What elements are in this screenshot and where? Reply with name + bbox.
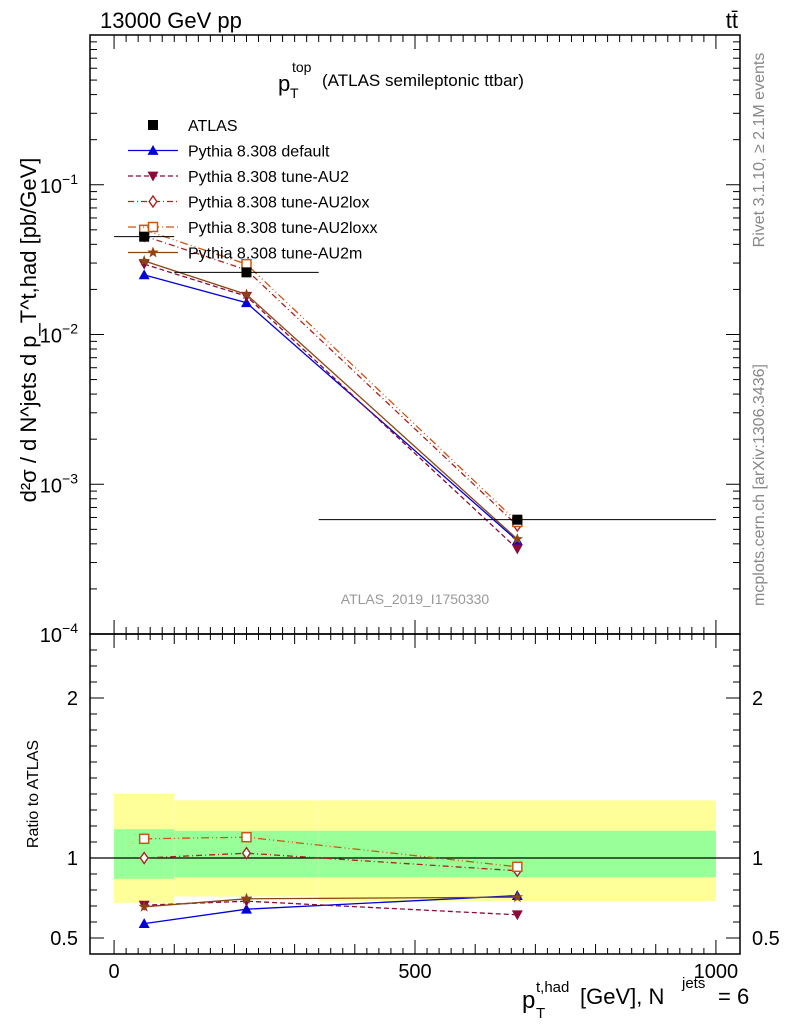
ratio-xtick-label-2: 1000 bbox=[694, 961, 739, 983]
ratio-point-2-0 bbox=[139, 851, 149, 865]
ratio-point-4-2 bbox=[511, 891, 523, 903]
series-1 bbox=[138, 259, 523, 555]
analysis-watermark: ATLAS_2019_I1750330 bbox=[341, 591, 490, 607]
main-ytick-label-2: 10−3 bbox=[40, 470, 78, 497]
data-point-2 bbox=[512, 514, 523, 525]
xlabel-sub: T bbox=[536, 1005, 545, 1022]
legend-marker-2 bbox=[147, 171, 159, 182]
main-ylabel-text: d²σ / d N^jets d p_T^t,had [pb/GeV] bbox=[16, 158, 41, 503]
plot-title: p bbox=[278, 71, 290, 96]
series-point-0-1 bbox=[240, 297, 252, 308]
legend-entry-0: ATLAS bbox=[148, 118, 238, 135]
ratio-point-4-1 bbox=[240, 892, 253, 904]
data-series bbox=[114, 231, 716, 525]
legend-label-4: Pythia 8.308 tune-AU2loxx bbox=[188, 220, 377, 237]
ratio-frame bbox=[89, 633, 741, 955]
ytick-mantissa: 10 bbox=[40, 475, 62, 497]
ratio-ytick-label-left-2: 2 bbox=[67, 688, 78, 710]
legend-entry-1: Pythia 8.308 default bbox=[128, 144, 330, 161]
main-panel: p T top (ATLAS semileptonic ttbar) d²σ /… bbox=[16, 34, 741, 647]
ytick-exponent: −3 bbox=[62, 470, 78, 486]
series-line-1 bbox=[143, 263, 518, 550]
ytick-exponent: −2 bbox=[62, 321, 78, 337]
ytick-mantissa: 10 bbox=[40, 326, 62, 348]
ratio-point-3-2 bbox=[512, 861, 523, 873]
ratio-ytick-label-left-1: 1 bbox=[67, 848, 78, 870]
ratio-ytick-label-left-0: 0.5 bbox=[50, 928, 78, 950]
legend-entry-4: Pythia 8.308 tune-AU2loxx bbox=[128, 220, 377, 237]
ratio-line-1 bbox=[144, 900, 518, 916]
ratio-xtick-label-1: 500 bbox=[398, 961, 431, 983]
legend-label-5: Pythia 8.308 tune-AU2m bbox=[188, 246, 362, 263]
ratio-point-0-0 bbox=[138, 918, 150, 928]
series-0 bbox=[138, 269, 523, 546]
xlabel-sup: t,had bbox=[536, 979, 569, 996]
ratio-ytick-label-right-0: 0.5 bbox=[752, 928, 780, 950]
title-sup: top bbox=[292, 59, 312, 75]
legend-marker-5 bbox=[147, 246, 159, 258]
series-4 bbox=[138, 254, 523, 544]
data-point-1 bbox=[241, 267, 252, 278]
legend-marker-1 bbox=[147, 145, 159, 155]
legend-label-0: ATLAS bbox=[188, 118, 238, 135]
ratio-point-4-0 bbox=[138, 900, 150, 912]
ratio-point-0-1 bbox=[240, 903, 252, 914]
ytick-mantissa: 10 bbox=[40, 176, 62, 198]
legend-entry-3: Pythia 8.308 tune-AU2lox bbox=[128, 195, 369, 212]
series-line-0 bbox=[143, 274, 518, 542]
ratio-ytick-label-right-1: 1 bbox=[752, 848, 763, 870]
ytick-mantissa: 10 bbox=[40, 625, 62, 647]
ratio-point-3-1 bbox=[241, 831, 252, 843]
series-point-0-0 bbox=[138, 269, 150, 280]
legend: ATLAS Pythia 8.308 default Pythia 8.308 tu… bbox=[128, 118, 377, 263]
series-2 bbox=[139, 229, 523, 533]
ytick-exponent: −1 bbox=[62, 171, 78, 187]
rivet-label: Rivet 3.1.10, ≥ 2.1M events bbox=[751, 53, 768, 248]
series-point-4-2 bbox=[511, 533, 523, 544]
xlabel-p: p bbox=[522, 987, 535, 1014]
main-ytick-label-3: 10−4 bbox=[40, 620, 78, 647]
ratio-point-2-1 bbox=[241, 846, 252, 860]
xlabel-tail: = 6 bbox=[718, 984, 749, 1009]
series-point-1-2 bbox=[511, 544, 523, 555]
main-ytick-label-0: 10−1 bbox=[40, 171, 78, 198]
xlabel-sup2: jets bbox=[681, 975, 705, 992]
legend-label-2: Pythia 8.308 tune-AU2 bbox=[188, 169, 349, 186]
data-point-0 bbox=[139, 231, 150, 242]
legend-marker-0 bbox=[148, 120, 158, 130]
ratio-series-3 bbox=[138, 831, 523, 873]
energy-label: 13000 GeV pp bbox=[100, 8, 242, 33]
legend-entry-5: Pythia 8.308 tune-AU2m bbox=[128, 246, 362, 263]
ratio-y-axis-label: Ratio to ATLAS bbox=[25, 740, 42, 848]
ratio-ytick-label-right-2: 2 bbox=[752, 688, 763, 710]
ratio-point-3-0 bbox=[138, 833, 150, 845]
x-axis-label: p T t,had [GeV], N jets = 6 bbox=[522, 975, 749, 1022]
legend-entry-2: Pythia 8.308 tune-AU2 bbox=[128, 169, 349, 186]
ratio-series-4 bbox=[138, 891, 523, 912]
ratio-xtick-label-0: 0 bbox=[109, 961, 120, 983]
legend-label-3: Pythia 8.308 tune-AU2lox bbox=[188, 195, 369, 212]
main-ytick-label-1: 10−2 bbox=[40, 321, 78, 348]
title-rest: (ATLAS semileptonic ttbar) bbox=[322, 71, 524, 90]
series-line-3 bbox=[143, 229, 518, 523]
mcplots-label: mcplots.cern.ch [arXiv:1306.3436] bbox=[751, 364, 768, 606]
ytick-exponent: −4 bbox=[62, 620, 78, 636]
xlabel-rest: [GeV], N bbox=[580, 984, 664, 1009]
process-label: tt̄ bbox=[726, 8, 738, 33]
legend-marker-3 bbox=[148, 194, 158, 209]
ratio-point-1-2 bbox=[511, 910, 523, 921]
legend-label-1: Pythia 8.308 default bbox=[188, 144, 330, 161]
main-y-axis-label: d²σ / d N^jets d p_T^t,had [pb/GeV] bbox=[16, 158, 41, 503]
series-point-4-0 bbox=[138, 254, 150, 266]
title-p: p bbox=[278, 71, 290, 96]
ratio-panel: 0.5 0.5 1 1 2 2 0 500 1000 Ratio to ATLAS p T t,… bbox=[25, 633, 780, 1022]
legend-marker-4 bbox=[147, 221, 159, 233]
series-point-4-1 bbox=[240, 288, 253, 300]
title-sub: T bbox=[290, 85, 299, 101]
